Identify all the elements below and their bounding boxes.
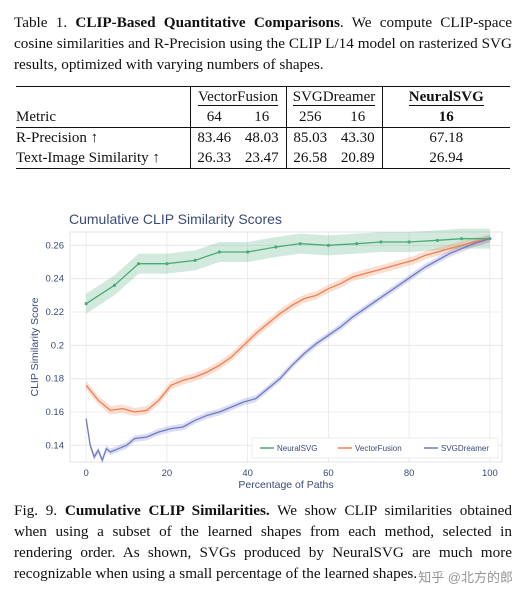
table-cell: 48.03 <box>244 130 279 146</box>
figure-caption-text: We show CLIP similarities obtained when … <box>14 502 512 582</box>
table-corner <box>16 87 190 108</box>
x-tick-label: 0 <box>84 468 89 479</box>
series-markers <box>84 237 492 306</box>
table-cell: 26.33 <box>189 148 238 169</box>
metric-name: R-Precision ↑ <box>16 130 99 146</box>
data-point <box>379 240 383 244</box>
series-line <box>85 238 491 413</box>
y-tick-label: 0.2 <box>51 340 64 351</box>
data-point <box>326 243 330 247</box>
x-tick-label: 20 <box>162 468 173 479</box>
table-cell: 43.30 <box>340 130 375 146</box>
y-tick-labels: 0.14 0.16 0.18 0.2 0.22 0.24 0.26 <box>46 240 65 451</box>
table-cell: 20.89 <box>340 150 375 166</box>
confidence-band <box>86 234 490 417</box>
data-point <box>460 237 464 241</box>
table-row: R-Precision ↑ 83.46 48.03 85.03 43.30 67… <box>16 127 510 148</box>
clip-similarity-chart: Cumulative CLIP Similarity Scores 0 20 40 6… <box>29 211 503 491</box>
shape-count: 256 <box>285 107 334 128</box>
metric-header: Metric <box>16 109 56 125</box>
legend-label: SVGDreamer <box>441 444 489 453</box>
chart-title: Cumulative CLIP Similarity Scores <box>69 211 282 227</box>
y-axis-label: CLIP Similarity Score <box>29 297 41 396</box>
data-point <box>112 283 117 287</box>
legend-box <box>251 437 499 459</box>
data-point <box>246 250 250 254</box>
data-point <box>165 262 169 266</box>
comparison-table: VectorFusion SVGDreamer NeuralSVG Metric… <box>16 86 510 169</box>
table-caption: Table 1. CLIP-Based Quantitative Compari… <box>14 12 512 75</box>
group-header-svgdreamer: SVGDreamer <box>285 86 382 107</box>
watermark: 知乎 @北方的郎 <box>418 570 513 585</box>
data-point <box>488 237 492 241</box>
x-tick-label: 100 <box>482 468 498 479</box>
figure-caption-label: Fig. 9. <box>14 502 58 519</box>
x-tick-labels: 0 20 40 60 80 100 <box>84 468 498 479</box>
metric-name: Text-Image Similarity ↑ <box>16 150 160 166</box>
table-cell: 26.58 <box>285 148 334 169</box>
group-header-neuralsvg: NeuralSVG <box>381 86 510 107</box>
y-tick-label: 0.26 <box>46 240 65 251</box>
figure-caption: Fig. 9. Cumulative CLIP Similarities. We… <box>14 500 512 584</box>
data-point <box>407 240 411 244</box>
confidence-band <box>86 228 490 314</box>
table-caption-title: CLIP-Based Quantitative Comparisons <box>75 14 340 31</box>
table-cell: 23.47 <box>244 150 279 166</box>
shape-count: 64 <box>189 107 238 128</box>
table-caption-label: Table 1. <box>14 14 68 31</box>
data-point <box>84 302 88 306</box>
data-point <box>355 242 359 246</box>
y-tick-label: 0.22 <box>46 307 65 318</box>
data-point <box>274 245 278 249</box>
figure-caption-title: Cumulative CLIP Similarities. <box>64 502 270 519</box>
data-point <box>435 238 440 242</box>
x-tick-label: 60 <box>323 468 334 479</box>
y-tick-label: 0.18 <box>46 374 65 385</box>
chart-legend: NeuralSVG VectorFusion SVGDreamer <box>251 437 499 459</box>
series-lines <box>85 238 491 463</box>
legend-label: VectorFusion <box>355 444 402 453</box>
y-tick-label: 0.24 <box>46 274 65 285</box>
table-cell: 26.94 <box>381 148 510 169</box>
table-caption-text: . We compute CLIP-space cosine similarit… <box>14 14 512 73</box>
x-axis-label: Percentage of Paths <box>238 479 333 491</box>
shape-count: 16 <box>381 107 510 128</box>
legend-label: NeuralSVG <box>277 444 317 453</box>
y-tick-label: 0.16 <box>46 407 65 418</box>
data-point <box>137 262 141 266</box>
series-line <box>85 238 490 305</box>
table-cell: 67.18 <box>381 127 510 148</box>
x-tick-label: 80 <box>404 468 415 479</box>
y-tick-label: 0.14 <box>46 440 65 451</box>
plot-area <box>69 231 503 463</box>
data-point <box>193 258 197 262</box>
table-row: Text-Image Similarity ↑ 26.33 23.47 26.5… <box>16 148 510 169</box>
table-cell: 85.03 <box>285 127 334 148</box>
group-header-vectorfusion: VectorFusion <box>189 86 286 107</box>
shape-count: 16 <box>350 109 366 125</box>
x-tick-label: 40 <box>242 468 253 479</box>
data-point <box>298 242 302 246</box>
data-point <box>217 250 221 254</box>
series-line <box>85 238 491 463</box>
shape-count: 16 <box>254 109 270 125</box>
table-cell: 83.46 <box>189 127 238 148</box>
